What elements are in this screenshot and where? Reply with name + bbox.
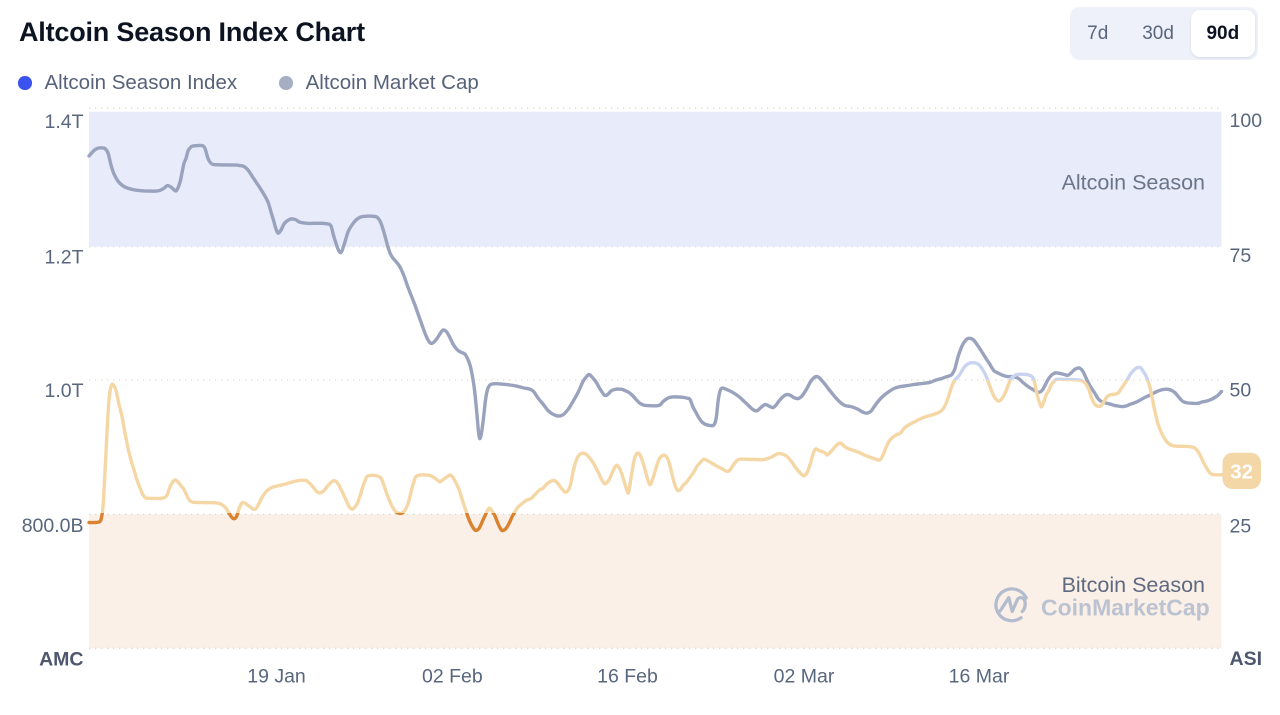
svg-text:16 Mar: 16 Mar: [949, 665, 1010, 687]
svg-text:19 Jan: 19 Jan: [247, 665, 306, 687]
svg-text:1.2T: 1.2T: [44, 246, 83, 268]
svg-text:1.4T: 1.4T: [44, 111, 83, 133]
svg-text:800.0B: 800.0B: [22, 515, 84, 537]
svg-text:50: 50: [1230, 379, 1252, 401]
svg-text:Altcoin Season: Altcoin Season: [1062, 171, 1205, 195]
svg-text:32: 32: [1230, 461, 1253, 484]
svg-text:02 Mar: 02 Mar: [774, 665, 835, 687]
svg-text:100: 100: [1230, 110, 1263, 132]
svg-text:Bitcoin Season: Bitcoin Season: [1062, 573, 1205, 597]
svg-text:75: 75: [1230, 245, 1252, 267]
svg-text:ASI: ASI: [1230, 648, 1263, 670]
svg-text:16 Feb: 16 Feb: [597, 665, 658, 687]
svg-text:AMC: AMC: [39, 648, 83, 670]
svg-text:02 Feb: 02 Feb: [422, 665, 483, 687]
svg-text:25: 25: [1230, 515, 1252, 537]
svg-text:CoinMarketCap: CoinMarketCap: [1041, 595, 1210, 621]
svg-text:1.0T: 1.0T: [44, 380, 83, 402]
